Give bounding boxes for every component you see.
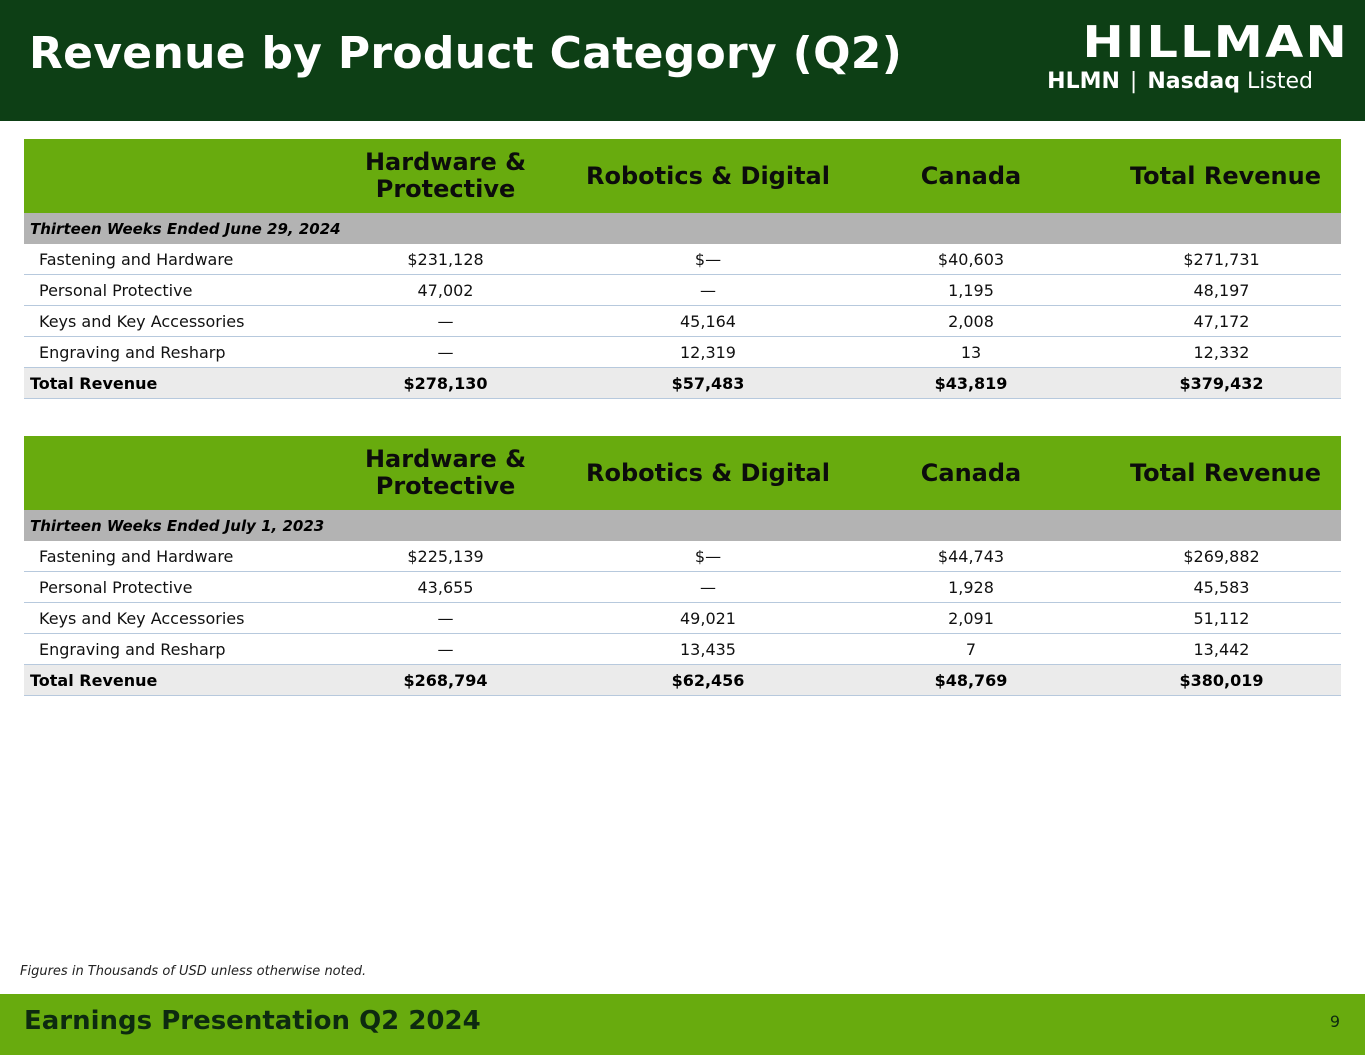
row-label: Personal Protective	[24, 571, 315, 603]
total-row-label: Total Revenue	[24, 367, 315, 399]
cell-total-revenue: $271,731	[1102, 244, 1341, 275]
total-row: Total Revenue $278,130 $57,483 $43,819 $…	[24, 367, 1341, 399]
column-header-robotics-digital: Robotics & Digital	[576, 139, 840, 213]
period-label: Thirteen Weeks Ended July 1, 2023	[24, 510, 1341, 541]
row-label: Engraving and Resharp	[24, 633, 315, 665]
cell-canada: $44,743	[840, 541, 1102, 572]
cell-robotics-digital: —	[576, 571, 840, 603]
cell-canada: 2,091	[840, 602, 1102, 634]
cell-robotics-digital: $—	[576, 244, 840, 275]
total-row-label: Total Revenue	[24, 664, 315, 696]
page-number: 9	[1329, 1012, 1340, 1031]
cell-robotics-digital: —	[576, 274, 840, 306]
table-row: Personal Protective 47,002 — 1,195 48,19…	[24, 274, 1341, 306]
period-row: Thirteen Weeks Ended June 29, 2024	[24, 213, 1341, 244]
total-total-revenue: $379,432	[1102, 367, 1341, 399]
period-label: Thirteen Weeks Ended June 29, 2024	[24, 213, 1341, 244]
total-hardware-protective: $278,130	[315, 367, 576, 399]
cell-hardware-protective: —	[315, 602, 576, 634]
header-bar: Revenue by Product Category (Q2) HILLMAN…	[0, 0, 1365, 121]
cell-hardware-protective: 47,002	[315, 274, 576, 306]
logo-separator: |	[1129, 69, 1138, 94]
cell-hardware-protective: —	[315, 305, 576, 337]
table-row: Engraving and Resharp — 12,319 13 12,332	[24, 336, 1341, 368]
logo-wordmark: HILLMAN	[1082, 17, 1349, 68]
total-row: Total Revenue $268,794 $62,456 $48,769 $…	[24, 664, 1341, 696]
table-row: Fastening and Hardware $225,139 $— $44,7…	[24, 541, 1341, 572]
cell-hardware-protective: $231,128	[315, 244, 576, 275]
table-row: Fastening and Hardware $231,128 $— $40,6…	[24, 244, 1341, 275]
footer-bar: Earnings Presentation Q2 2024 9	[0, 994, 1365, 1055]
cell-total-revenue: 12,332	[1102, 336, 1341, 368]
footer-title: Earnings Presentation Q2 2024	[24, 1006, 481, 1036]
row-label: Fastening and Hardware	[24, 244, 315, 275]
logo-listing: HLMN | Nasdaq Listed	[1047, 68, 1313, 96]
total-hardware-protective: $268,794	[315, 664, 576, 696]
row-label: Personal Protective	[24, 274, 315, 306]
cell-hardware-protective: 43,655	[315, 571, 576, 603]
table-row: Keys and Key Accessories — 45,164 2,008 …	[24, 305, 1341, 337]
table-row: Engraving and Resharp — 13,435 7 13,442	[24, 633, 1341, 665]
cell-total-revenue: 45,583	[1102, 571, 1341, 603]
cell-canada: 13	[840, 336, 1102, 368]
total-canada: $43,819	[840, 367, 1102, 399]
column-header-total-revenue: Total Revenue	[1102, 436, 1341, 510]
cell-canada: 2,008	[840, 305, 1102, 337]
column-header-hardware-protective: Hardware & Protective	[315, 139, 576, 213]
logo-listed: Listed	[1247, 69, 1313, 94]
cell-robotics-digital: 45,164	[576, 305, 840, 337]
cell-hardware-protective: —	[315, 336, 576, 368]
column-header-blank	[24, 436, 315, 510]
column-header-blank	[24, 139, 315, 213]
row-label: Keys and Key Accessories	[24, 305, 315, 337]
column-header-total-revenue: Total Revenue	[1102, 139, 1341, 213]
row-label: Engraving and Resharp	[24, 336, 315, 368]
cell-canada: $40,603	[840, 244, 1102, 275]
cell-total-revenue: 51,112	[1102, 602, 1341, 634]
cell-hardware-protective: $225,139	[315, 541, 576, 572]
footnote: Figures in Thousands of USD unless other…	[20, 964, 367, 979]
column-header-robotics-digital: Robotics & Digital	[576, 436, 840, 510]
row-label: Keys and Key Accessories	[24, 602, 315, 634]
total-total-revenue: $380,019	[1102, 664, 1341, 696]
page-title: Revenue by Product Category (Q2)	[29, 28, 903, 79]
cell-canada: 1,195	[840, 274, 1102, 306]
logo-exchange: Nasdaq	[1147, 69, 1241, 94]
column-header-canada: Canada	[840, 139, 1102, 213]
cell-total-revenue: 13,442	[1102, 633, 1341, 665]
table-header-row: Hardware & Protective Robotics & Digital…	[24, 436, 1341, 510]
period-row: Thirteen Weeks Ended July 1, 2023	[24, 510, 1341, 541]
table-header-row: Hardware & Protective Robotics & Digital…	[24, 139, 1341, 213]
hillman-logo: HILLMAN HLMN | Nasdaq Listed	[989, 20, 1351, 100]
cell-robotics-digital: $—	[576, 541, 840, 572]
table-row: Keys and Key Accessories — 49,021 2,091 …	[24, 602, 1341, 634]
cell-canada: 7	[840, 633, 1102, 665]
cell-total-revenue: $269,882	[1102, 541, 1341, 572]
cell-canada: 1,928	[840, 571, 1102, 603]
cell-total-revenue: 47,172	[1102, 305, 1341, 337]
revenue-table-2023: Hardware & Protective Robotics & Digital…	[24, 436, 1341, 696]
cell-robotics-digital: 13,435	[576, 633, 840, 665]
cell-robotics-digital: 49,021	[576, 602, 840, 634]
table-row: Personal Protective 43,655 — 1,928 45,58…	[24, 571, 1341, 603]
row-label: Fastening and Hardware	[24, 541, 315, 572]
cell-total-revenue: 48,197	[1102, 274, 1341, 306]
revenue-table-2024: Hardware & Protective Robotics & Digital…	[24, 139, 1341, 399]
column-header-hardware-protective: Hardware & Protective	[315, 436, 576, 510]
total-robotics-digital: $62,456	[576, 664, 840, 696]
total-canada: $48,769	[840, 664, 1102, 696]
column-header-canada: Canada	[840, 436, 1102, 510]
logo-ticker: HLMN	[1047, 69, 1120, 94]
cell-hardware-protective: —	[315, 633, 576, 665]
total-robotics-digital: $57,483	[576, 367, 840, 399]
cell-robotics-digital: 12,319	[576, 336, 840, 368]
